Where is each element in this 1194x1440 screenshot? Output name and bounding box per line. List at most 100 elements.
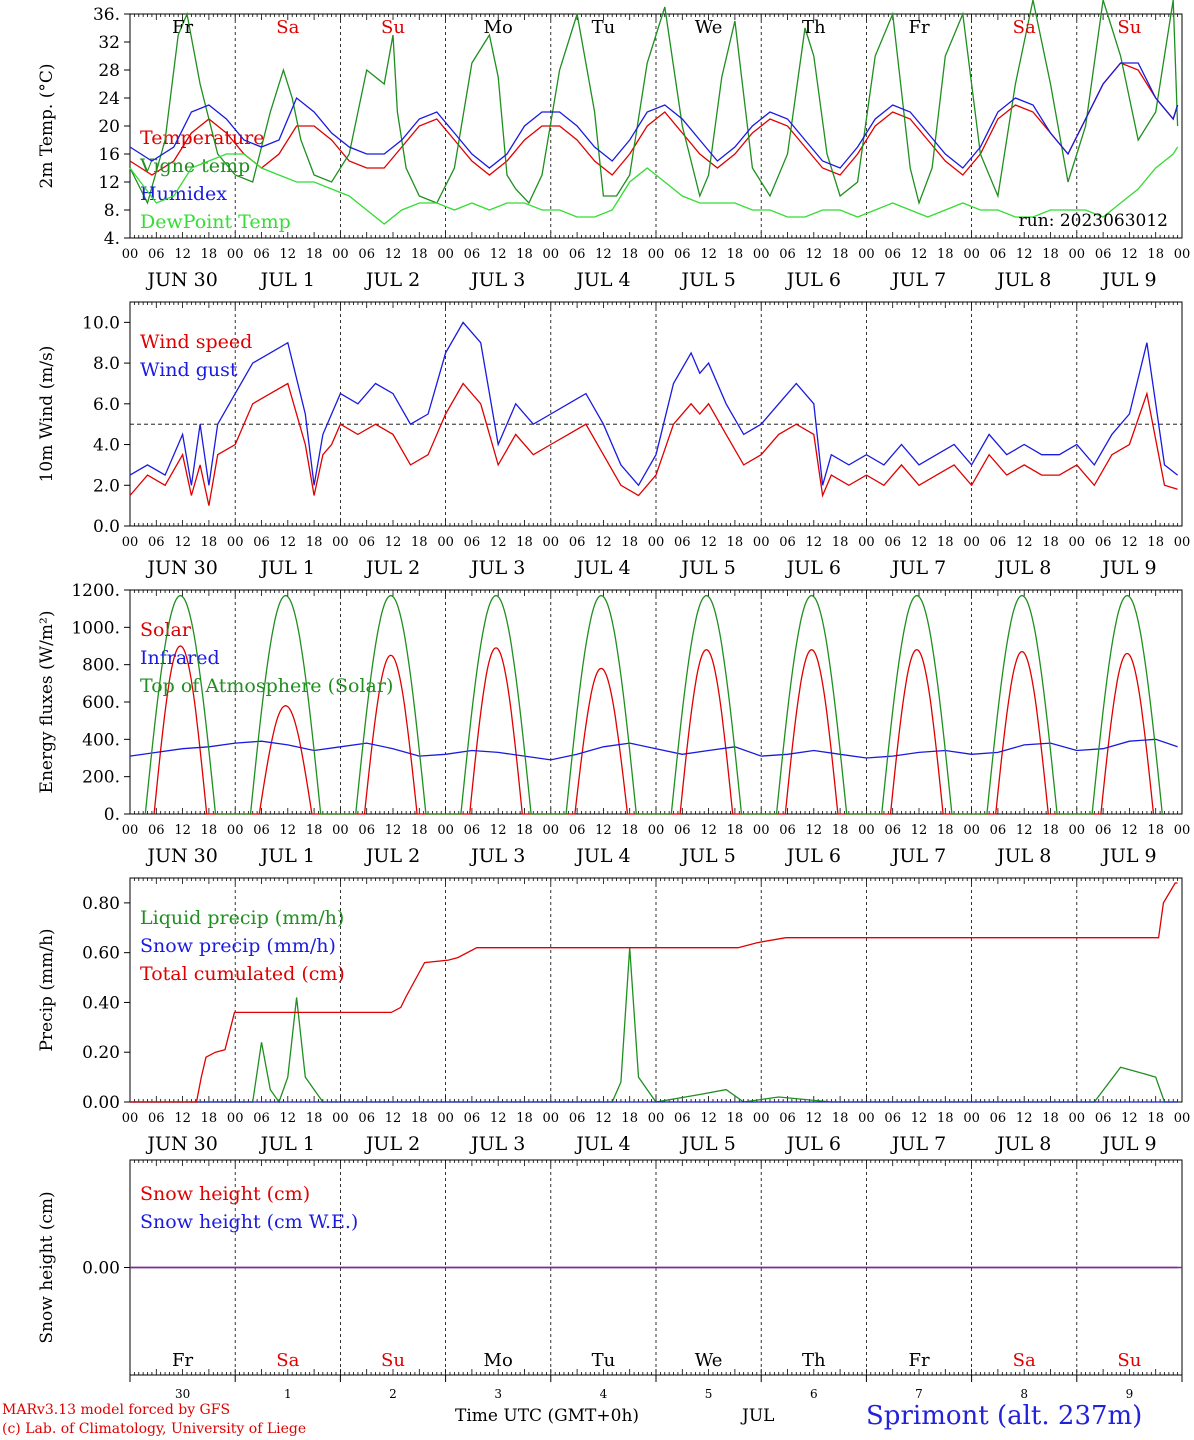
day-name-bottom: Fr: [172, 1350, 193, 1371]
footer-model: MARv3.13 model forced by GFS: [2, 1402, 231, 1418]
y-tick-label: 0.20: [82, 1043, 120, 1063]
day-name-top: Fr: [908, 17, 929, 38]
x-hour-label: 12: [595, 823, 612, 838]
x-date-label: JUL 1: [259, 845, 315, 867]
series-dewpoint-temp-line: [129, 146, 1179, 225]
x-hour-label: 00: [1174, 247, 1191, 262]
x-hour-label: 12: [1016, 247, 1033, 262]
x-hour-label: 12: [385, 535, 402, 550]
day-number: 30: [175, 1387, 190, 1401]
x-date-label: JUL 3: [469, 269, 525, 291]
x-hour-label: 18: [621, 823, 638, 838]
x-date-label: JUL 1: [259, 557, 315, 579]
legend-top-of-atmosphere-solar: Top of Atmosphere (Solar): [140, 675, 393, 697]
x-hour-label: 12: [174, 247, 191, 262]
x-hour-label: 00: [122, 247, 139, 262]
x-hour-label: 06: [148, 535, 165, 550]
legend-snow-precip-mm-h: Snow precip (mm/h): [140, 935, 336, 957]
x-date-label: JUL 4: [574, 269, 630, 291]
day-number: 5: [705, 1387, 713, 1401]
x-date-label: JUL 2: [364, 845, 420, 867]
x-hour-label: 18: [516, 823, 533, 838]
x-hour-label: 12: [700, 823, 717, 838]
x-hour-label: 00: [963, 535, 980, 550]
x-hour-label: 00: [1174, 535, 1191, 550]
series-wind-gust-line: [129, 321, 1178, 487]
x-hour-label: 18: [201, 247, 218, 262]
x-hour-label: 12: [490, 535, 507, 550]
x-hour-label: 18: [832, 823, 849, 838]
x-hour-label: 18: [1147, 535, 1164, 550]
y-tick-label: 0.60: [82, 944, 120, 964]
x-hour-label: 06: [358, 1111, 375, 1126]
x-hour-label: 00: [963, 1111, 980, 1126]
x-hour-label: 18: [832, 1111, 849, 1126]
x-hour-label: 00: [1069, 1111, 1086, 1126]
x-hour-label: 12: [385, 823, 402, 838]
series-wind-speed-line: [129, 382, 1178, 506]
x-date-label: JUL 6: [785, 269, 841, 291]
y-tick-label: 0.00: [82, 1259, 120, 1279]
x-hour-label: 06: [253, 1111, 270, 1126]
x-hour-label: 00: [858, 1111, 875, 1126]
x-hour-label: 06: [779, 1111, 796, 1126]
station-name: Sprimont (alt. 237m): [866, 1401, 1143, 1431]
x-hour-label: 00: [543, 823, 560, 838]
x-hour-label: 06: [464, 247, 481, 262]
x-hour-label: 06: [674, 1111, 691, 1126]
x-hour-label: 12: [595, 535, 612, 550]
day-name-bottom: Sa: [276, 1350, 299, 1371]
x-hour-label: 12: [490, 247, 507, 262]
x-hour-label: 00: [1174, 823, 1191, 838]
x-hour-label: 12: [1016, 823, 1033, 838]
y-tick-label: 8.: [104, 201, 120, 221]
day-name-bottom: Sa: [1013, 1350, 1036, 1371]
legend-total-cumulated-cm: Total cumulated (cm): [140, 963, 345, 985]
x-hour-label: 12: [700, 247, 717, 262]
day-number: 6: [810, 1387, 818, 1401]
x-hour-label: 06: [253, 535, 270, 550]
x-hour-label: 18: [201, 535, 218, 550]
x-hour-label: 00: [332, 1111, 349, 1126]
x-hour-label: 00: [648, 1111, 665, 1126]
x-hour-label: 12: [700, 535, 717, 550]
day-number: 8: [1020, 1387, 1028, 1401]
x-hour-label: 06: [884, 823, 901, 838]
y-tick-label: 200.: [82, 768, 120, 788]
x-hour-label: 00: [332, 823, 349, 838]
x-hour-label: 06: [464, 535, 481, 550]
x-hour-label: 06: [884, 535, 901, 550]
x-hour-label: 00: [1069, 535, 1086, 550]
x-date-label: JUL 3: [469, 557, 525, 579]
x-hour-label: 18: [411, 1111, 428, 1126]
x-hour-label: 06: [569, 535, 586, 550]
x-date-label: JUN 30: [145, 845, 217, 867]
x-date-label: JUL 5: [679, 269, 735, 291]
y-tick-label: 0.0: [93, 517, 120, 537]
y-tick-label: 600.: [82, 693, 120, 713]
legend-humidex: Humidex: [140, 183, 227, 205]
y-tick-label: 0.00: [82, 1093, 120, 1113]
x-date-label: JUL 8: [995, 557, 1051, 579]
x-hour-label: 00: [858, 823, 875, 838]
day-name-top: Mo: [484, 17, 513, 38]
x-hour-label: 00: [1069, 823, 1086, 838]
legend-temperature: Temperature: [140, 127, 264, 149]
legend-snow-height-cm-w-e: Snow height (cm W.E.): [140, 1211, 358, 1233]
x-hour-label: 00: [963, 823, 980, 838]
x-hour-label: 12: [911, 247, 928, 262]
x-hour-label: 06: [1095, 247, 1112, 262]
x-hour-label: 00: [1174, 1111, 1191, 1126]
x-hour-label: 06: [990, 1111, 1007, 1126]
x-hour-label: 06: [674, 823, 691, 838]
y-tick-label: 36.: [93, 5, 120, 25]
x-date-label: JUL 8: [995, 269, 1051, 291]
y-tick-label: 8.0: [93, 354, 120, 374]
panel-frame: [129, 301, 1183, 527]
x-hour-label: 12: [280, 535, 297, 550]
x-date-label: JUL 7: [890, 269, 946, 291]
x-hour-label: 18: [1042, 823, 1059, 838]
x-date-label: JUL 2: [364, 557, 420, 579]
x-date-label: JUL 3: [469, 845, 525, 867]
